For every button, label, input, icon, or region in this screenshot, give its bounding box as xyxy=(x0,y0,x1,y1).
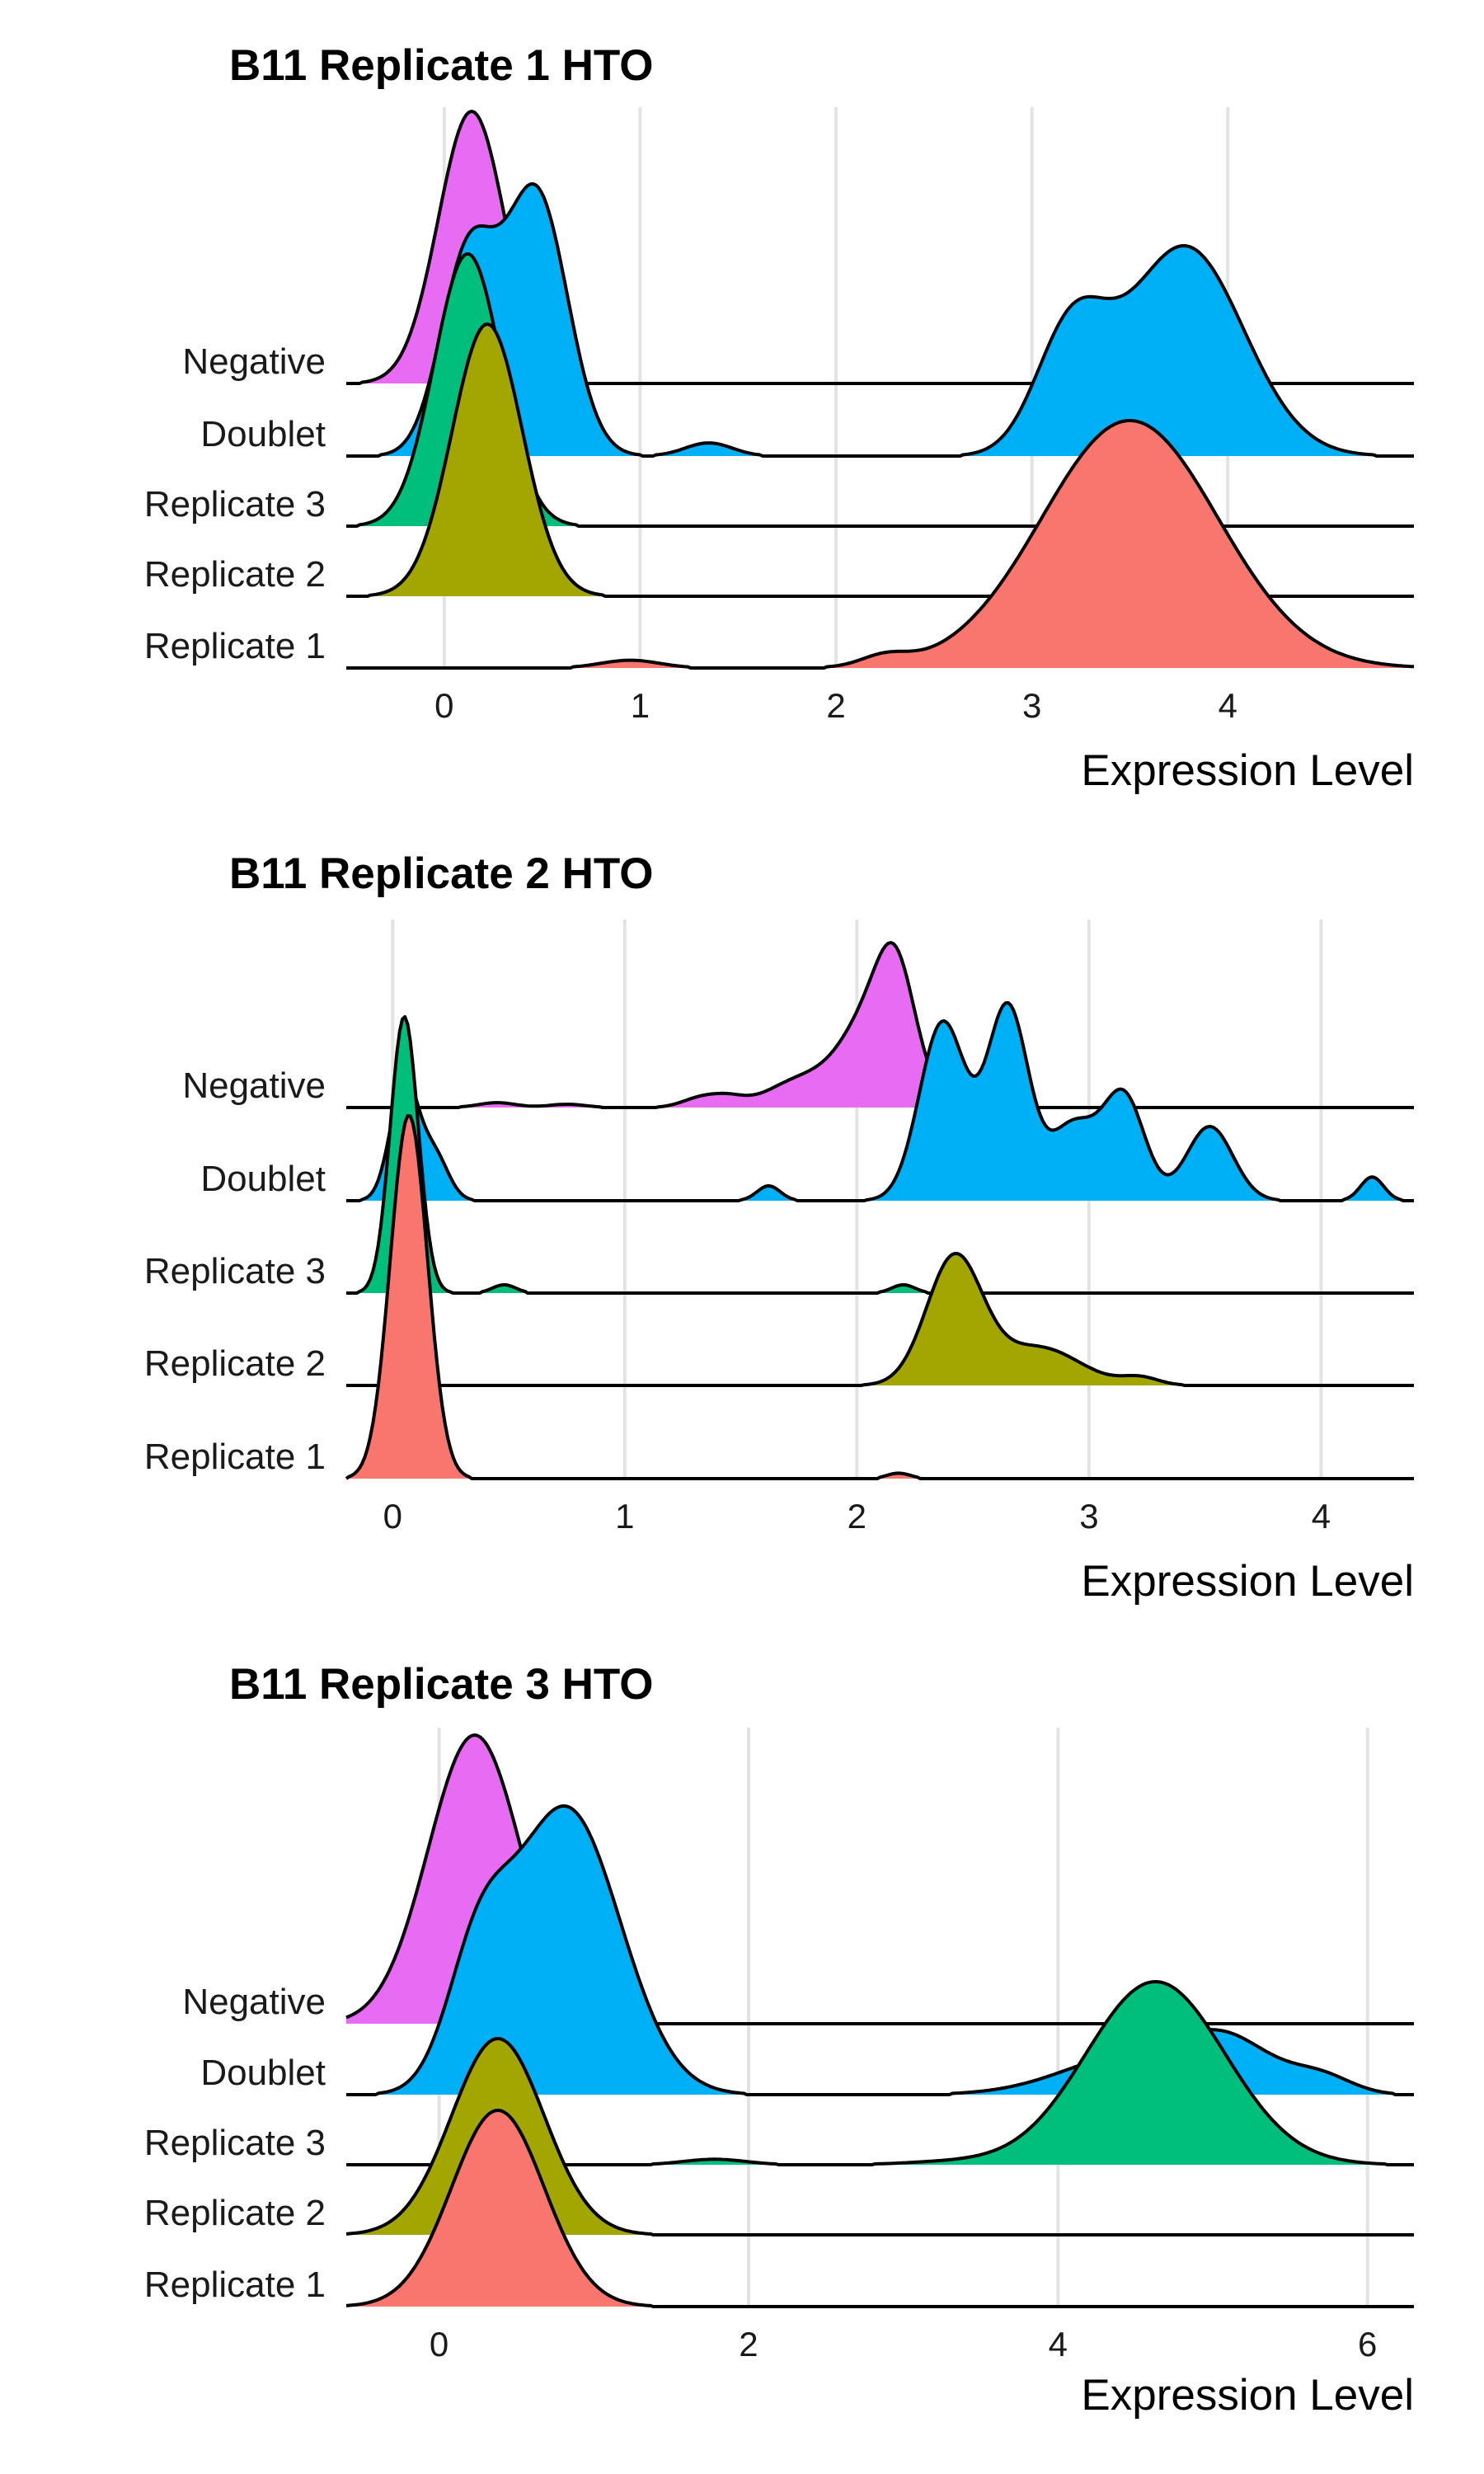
panel-3-x-tick-0: 0 xyxy=(430,2325,448,2363)
panel-2-x-tick-1: 1 xyxy=(615,1497,634,1536)
panel-2-y-label-doublet: Doublet xyxy=(200,1159,326,1199)
panel-3-ridge-outline-replicate-1 xyxy=(345,2109,1414,2308)
panel-3-ridge-fill-replicate-1 xyxy=(346,2110,1414,2307)
panel-1-y-label-negative: Negative xyxy=(182,341,326,382)
panel-1-x-tick-2: 2 xyxy=(826,686,845,725)
panel-2-ridge-fill-replicate-2 xyxy=(346,1253,1414,1385)
panel-2-y-label-replicate-3: Replicate 3 xyxy=(144,1251,326,1291)
panel-1-y-label-replicate-1: Replicate 1 xyxy=(144,626,326,666)
panel-2-ridge-outline-negative xyxy=(346,941,1414,1109)
panel-2-ridge-fill-doublet xyxy=(346,1003,1414,1201)
panel-3-y-label-replicate-1: Replicate 1 xyxy=(144,2265,326,2305)
panel-3-x-tick-3: 6 xyxy=(1358,2325,1377,2363)
panel-3-y-label-replicate-3: Replicate 3 xyxy=(144,2123,326,2163)
panel-3-title: B11 Replicate 3 HTO xyxy=(229,1660,654,1709)
panel-2-ridge-outline-replicate-1 xyxy=(345,1114,1414,1480)
panel-2-y-label-replicate-2: Replicate 2 xyxy=(144,1343,326,1384)
panel-2-ridge-fill-negative xyxy=(346,943,1414,1108)
panel-1-y-label-doublet: Doublet xyxy=(200,414,326,454)
panel-3-x-tick-2: 4 xyxy=(1049,2325,1068,2363)
panel-3-ridge-outline-doublet xyxy=(346,1804,1414,2096)
panel-2-ridge-fill-replicate-1 xyxy=(346,1116,1414,1479)
panel-2-y-label-replicate-1: Replicate 1 xyxy=(144,1437,326,1477)
panel-3-y-label-doublet: Doublet xyxy=(200,2053,326,2093)
panel-1-ridge-fill-doublet xyxy=(346,184,1414,456)
panel-3-ridge-fill-replicate-3 xyxy=(346,1982,1414,2165)
panel-1-y-label-replicate-3: Replicate 3 xyxy=(144,484,326,524)
panel-1: B11 Replicate 1 HTO Negative Doublet Repli… xyxy=(144,41,1415,795)
panel-2: B11 Replicate 2 HTO Negative Doublet Repli… xyxy=(144,849,1414,1606)
panel-3-y-label-replicate-2: Replicate 2 xyxy=(144,2193,326,2233)
panel-3: B11 Replicate 3 HTO Negative Doublet Repli… xyxy=(144,1660,1414,2420)
panel-1-ridge-fill-replicate-1 xyxy=(346,421,1414,668)
panel-1-x-tick-1: 1 xyxy=(631,686,650,725)
panel-1-y-label-replicate-2: Replicate 2 xyxy=(144,554,326,595)
panel-2-x-tick-4: 4 xyxy=(1312,1497,1331,1536)
panel-2-x-tick-0: 0 xyxy=(383,1497,402,1536)
panel-1-x-tick-3: 3 xyxy=(1022,686,1041,725)
panel-2-ridge-outline-replicate-2 xyxy=(346,1252,1414,1387)
panel-3-ridge-outline-replicate-2 xyxy=(345,2037,1414,2236)
panel-2-title: B11 Replicate 2 HTO xyxy=(229,849,654,898)
panel-2-x-tick-3: 3 xyxy=(1079,1497,1098,1536)
panel-1-ridge-outline-doublet xyxy=(346,182,1414,458)
panel-1-title: B11 Replicate 1 HTO xyxy=(229,41,654,90)
panel-2-x-tick-2: 2 xyxy=(848,1497,866,1536)
panel-1-x-tick-4: 4 xyxy=(1219,686,1237,725)
panel-2-ridge-outline-replicate-3 xyxy=(346,1015,1414,1295)
panel-1-ridge-fill-replicate-2 xyxy=(346,324,1414,596)
panel-3-x-axis-title: Expression Level xyxy=(1081,2371,1414,2420)
panel-2-x-axis-title: Expression Level xyxy=(1081,1557,1414,1606)
panel-2-ridge-outline-doublet xyxy=(346,1001,1414,1202)
panel-3-x-tick-1: 2 xyxy=(739,2325,758,2363)
panel-1-x-tick-0: 0 xyxy=(434,686,453,725)
panel-1-x-axis-title: Expression Level xyxy=(1081,746,1414,795)
panel-1-ridge-outline-replicate-1 xyxy=(346,419,1415,670)
panel-3-y-label-negative: Negative xyxy=(182,1982,326,2022)
panel-2-y-label-negative: Negative xyxy=(182,1065,326,1106)
panel-3-ridge-fill-doublet xyxy=(346,1806,1414,2095)
